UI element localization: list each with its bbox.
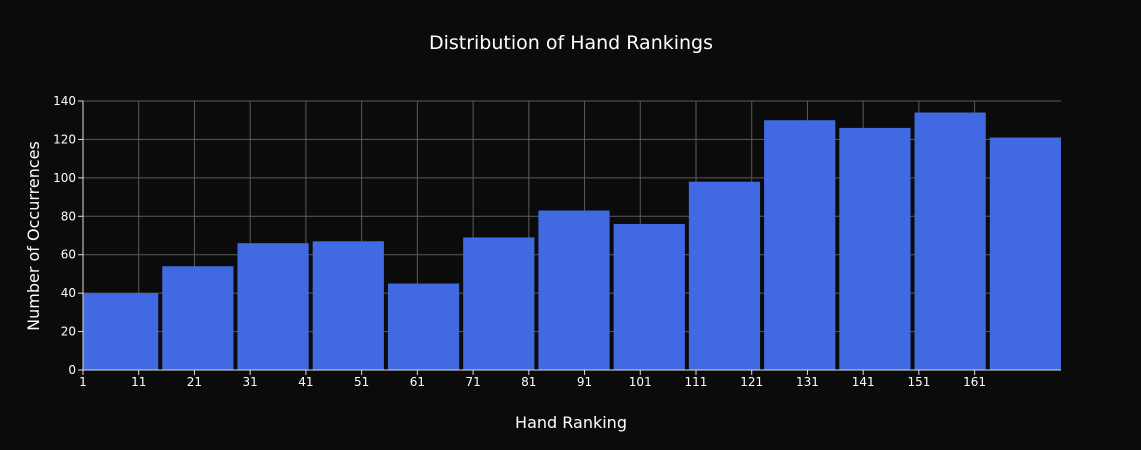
x-tick-label: 161 xyxy=(963,375,986,389)
y-tick-label: 40 xyxy=(61,286,76,300)
y-tick-label: 0 xyxy=(68,363,76,377)
x-tick-label: 1 xyxy=(79,375,87,389)
bars xyxy=(83,112,1061,371)
y-tick-label: 80 xyxy=(61,209,76,223)
histogram-bar xyxy=(538,210,610,370)
histogram-bar xyxy=(914,112,986,371)
histogram-bar xyxy=(237,243,309,370)
histogram-bar xyxy=(688,181,761,370)
x-tick-label: 61 xyxy=(410,375,425,389)
x-axis-title: Hand Ranking xyxy=(515,413,627,432)
x-tick-label: 131 xyxy=(796,375,819,389)
chart-title: Distribution of Hand Rankings xyxy=(429,32,713,54)
x-tick-label: 11 xyxy=(131,375,146,389)
x-tick-label: 41 xyxy=(298,375,313,389)
y-tick-label: 140 xyxy=(53,94,76,108)
histogram-bar xyxy=(989,137,1061,370)
x-tick-label: 151 xyxy=(907,375,930,389)
histogram-bar xyxy=(83,293,159,370)
y-axis-title: Number of Occurrences xyxy=(24,141,43,331)
y-tick-label: 100 xyxy=(53,171,76,185)
histogram-bar xyxy=(839,127,911,371)
x-tick-label: 21 xyxy=(187,375,202,389)
histogram-bar xyxy=(613,223,685,370)
histogram-bar xyxy=(463,237,535,370)
x-tick-label: 91 xyxy=(577,375,592,389)
x-tick-label: 31 xyxy=(243,375,258,389)
x-tick-label: 51 xyxy=(354,375,369,389)
x-tick-label: 141 xyxy=(852,375,875,389)
x-tick-label: 71 xyxy=(465,375,480,389)
y-tick-label: 120 xyxy=(53,132,76,146)
histogram-bar xyxy=(764,120,836,370)
y-tick-label: 20 xyxy=(61,325,76,339)
y-tick-label: 60 xyxy=(61,248,76,262)
x-tick-label: 121 xyxy=(740,375,763,389)
x-tick-label: 81 xyxy=(521,375,536,389)
histogram-bar xyxy=(312,241,384,370)
x-tick-label: 101 xyxy=(629,375,652,389)
histogram-bar xyxy=(162,266,234,370)
x-tick-label: 111 xyxy=(685,375,708,389)
histogram-bar xyxy=(387,283,460,370)
